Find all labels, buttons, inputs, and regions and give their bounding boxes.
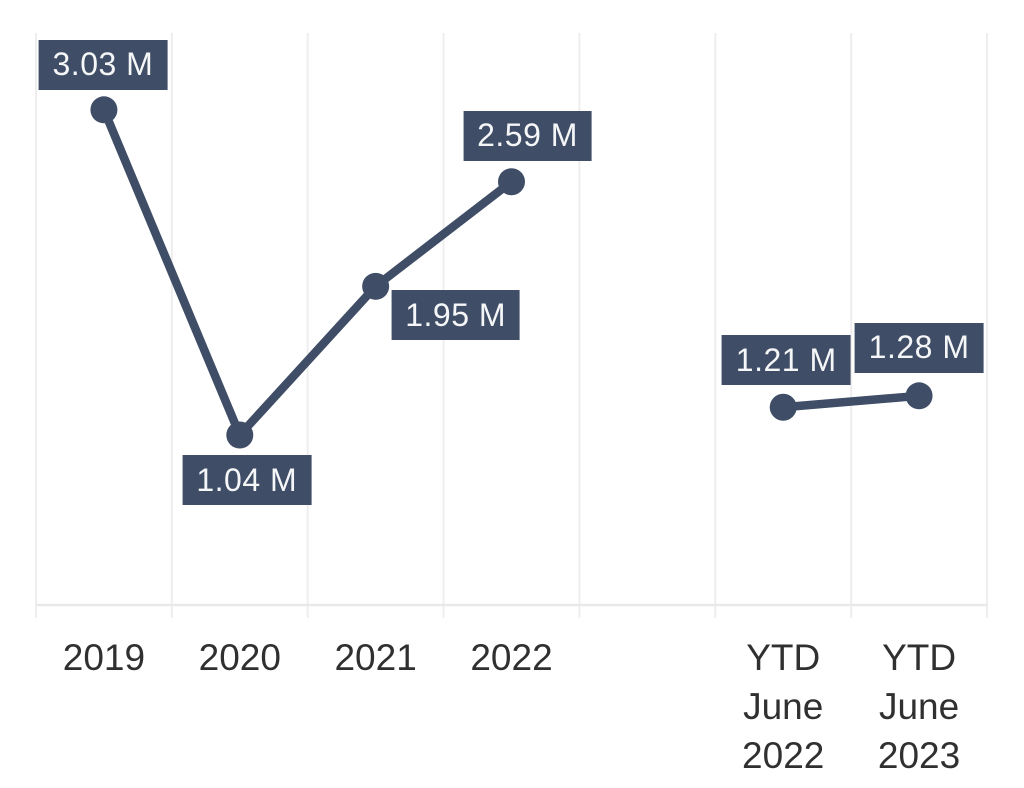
x-axis-label: YTD June 2023 xyxy=(877,637,961,776)
data-point-marker[interactable] xyxy=(90,96,118,124)
data-label: 1.95 M xyxy=(391,290,521,341)
x-axis-label: 2021 xyxy=(334,637,417,678)
x-axis-label: 2019 xyxy=(62,637,146,678)
data-label: 2.59 M xyxy=(463,110,592,161)
x-axis-label: YTD June 2022 xyxy=(742,637,825,776)
x-axis-label: 2022 xyxy=(470,637,553,678)
data-label: 1.04 M xyxy=(182,455,312,506)
data-point-marker[interactable] xyxy=(769,393,797,421)
trend-line xyxy=(99,105,516,440)
data-point-marker[interactable] xyxy=(226,421,254,449)
data-point-marker[interactable] xyxy=(498,168,525,196)
x-axis-label: 2020 xyxy=(198,637,281,678)
data-point-marker[interactable] xyxy=(362,272,390,300)
data-label: 1.28 M xyxy=(854,322,984,373)
trend-line xyxy=(778,391,924,412)
data-label: 1.21 M xyxy=(721,335,851,386)
data-label: 3.03 M xyxy=(38,39,168,90)
data-point-marker[interactable] xyxy=(905,382,933,410)
